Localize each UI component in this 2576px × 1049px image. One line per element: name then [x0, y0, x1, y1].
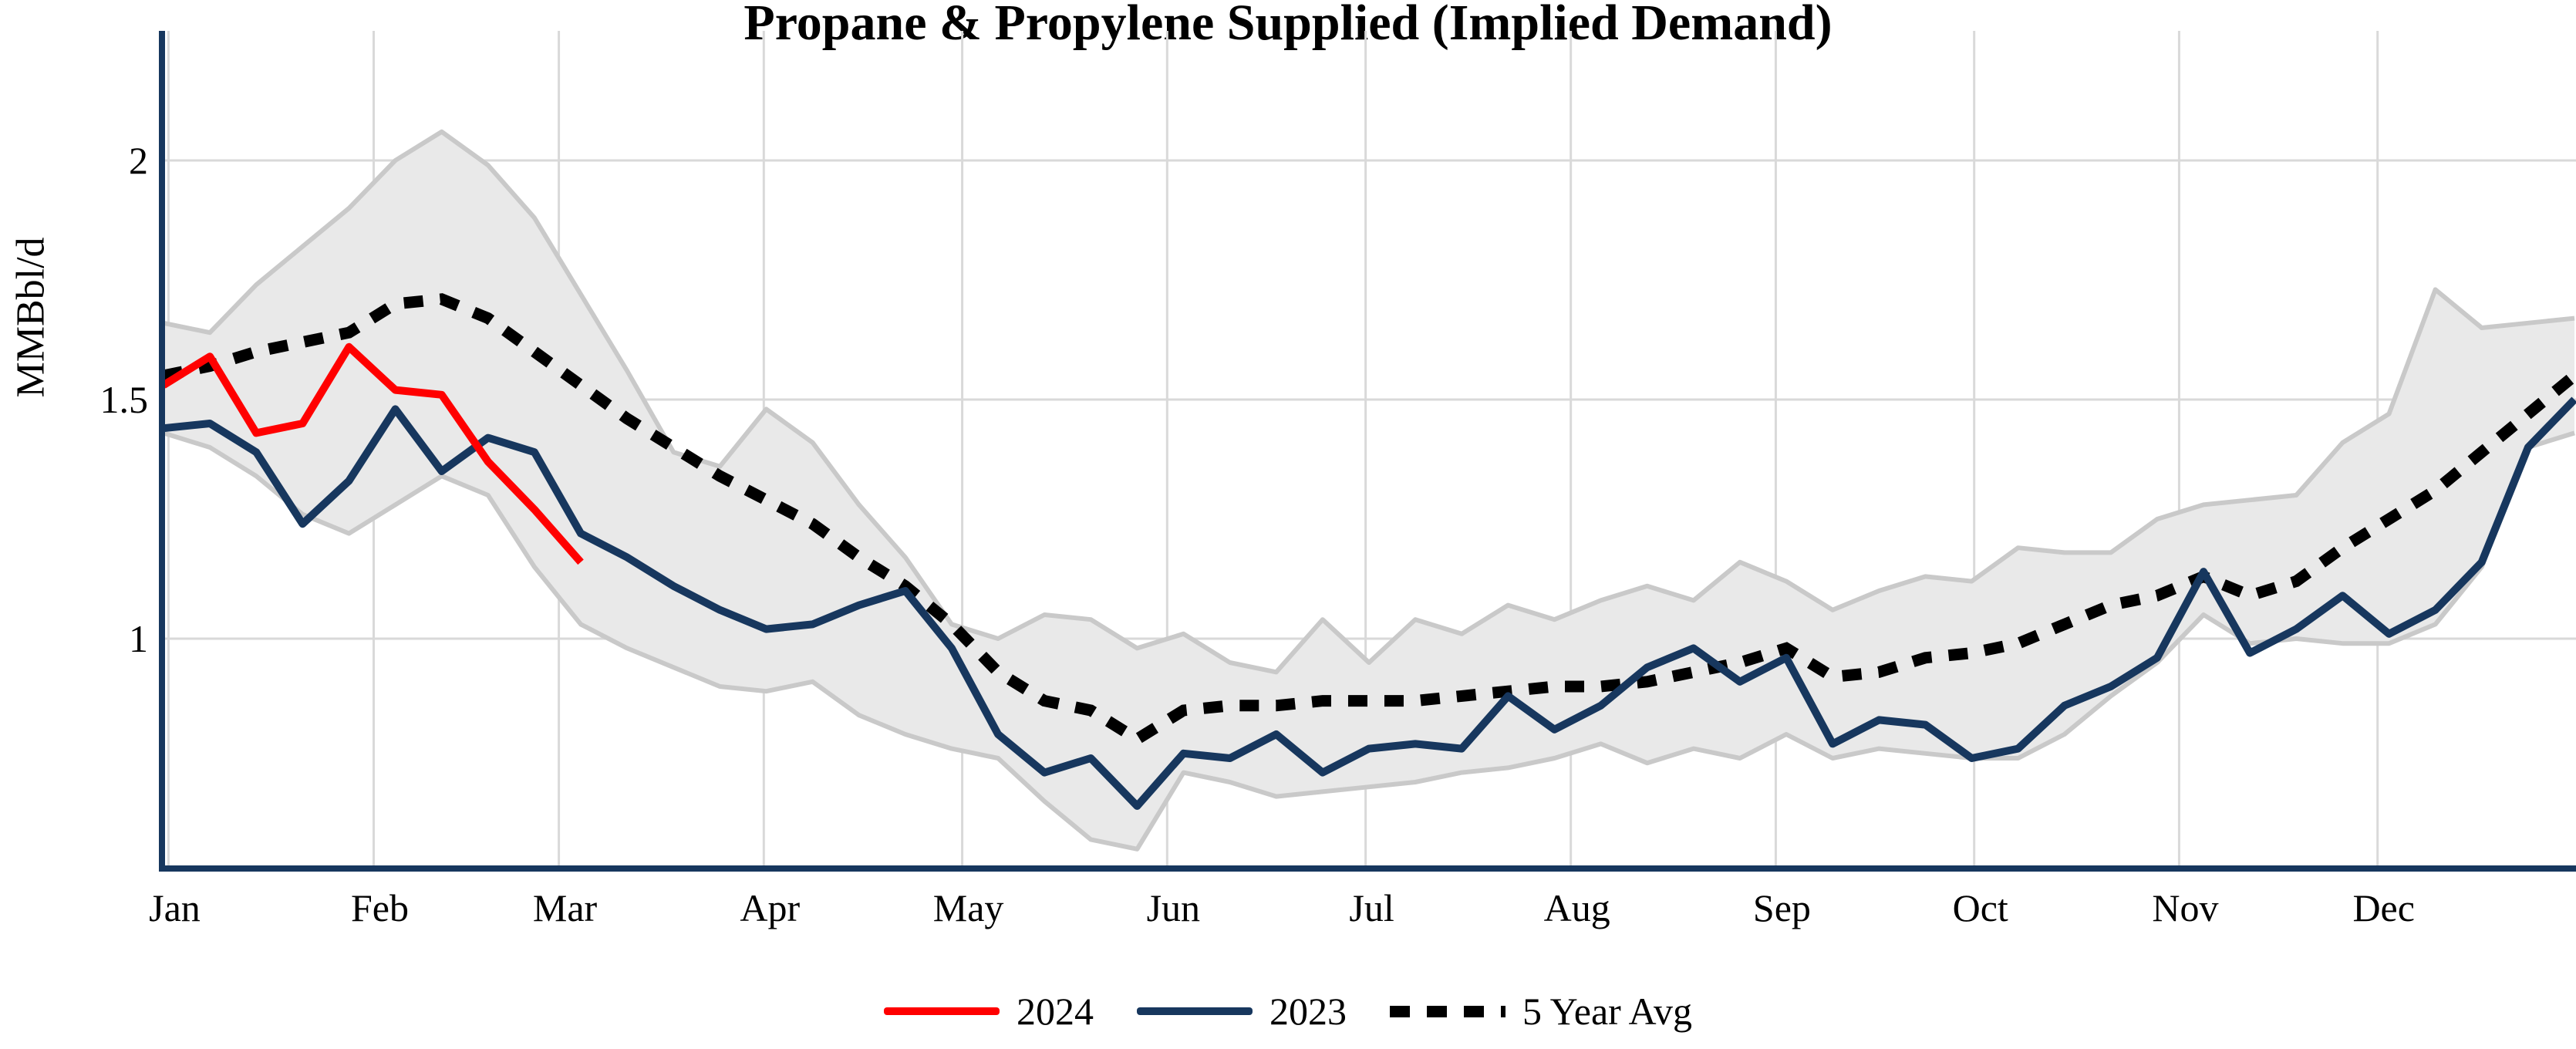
x-tick-label-feb: Feb [351, 886, 409, 929]
chart-legend: 2024 2023 5 Year Avg [0, 989, 2576, 1034]
five-year-range-band [164, 131, 2574, 849]
y-axis-spine [159, 31, 165, 872]
y-tick-label-1.5: 1.5 [99, 378, 149, 421]
x-tick-label-sep: Sep [1752, 886, 1811, 929]
x-tick-label-mar: Mar [532, 886, 598, 929]
x-axis-spine [159, 865, 2576, 872]
legend-item-2023: 2023 [1137, 989, 1347, 1034]
x-tick-label-nov: Nov [2152, 886, 2219, 929]
chart-title: Propane & Propylene Supplied (Implied De… [743, 0, 1833, 51]
five-year-avg-line [162, 293, 2576, 747]
legend-line-2023-icon [1137, 1007, 1253, 1015]
x-tick-label-dec: Dec [2352, 886, 2415, 929]
series-2023-line [163, 396, 2576, 810]
legend-line-2024-icon [884, 1007, 1000, 1015]
five-year-range-bottom-edge [163, 430, 2575, 852]
legend-dotted-line-icon [1390, 1005, 1506, 1017]
series-2024-line [161, 342, 584, 565]
y-tick-label-1: 1 [129, 617, 148, 660]
x-tick-label-may: May [932, 886, 1004, 929]
x-tick-label-aug: Aug [1543, 886, 1610, 929]
legend-item-5yr-avg: 5 Year Avg [1390, 989, 1692, 1034]
y-tick-label-2: 2 [129, 139, 148, 182]
legend-item-2024: 2024 [884, 989, 1094, 1034]
five-year-range-top-edge [163, 129, 2575, 675]
legend-label-5yr-avg: 5 Year Avg [1522, 990, 1692, 1033]
x-tick-label-oct: Oct [1952, 886, 2008, 929]
legend-label-2023: 2023 [1269, 990, 1347, 1033]
x-tick-label-jul: Jul [1349, 886, 1394, 929]
x-tick-label-apr: Apr [740, 886, 801, 929]
x-tick-label-jun: Jun [1146, 886, 1201, 929]
legend-label-2024: 2024 [1017, 990, 1094, 1033]
x-tick-label-jan: Jan [149, 886, 201, 929]
